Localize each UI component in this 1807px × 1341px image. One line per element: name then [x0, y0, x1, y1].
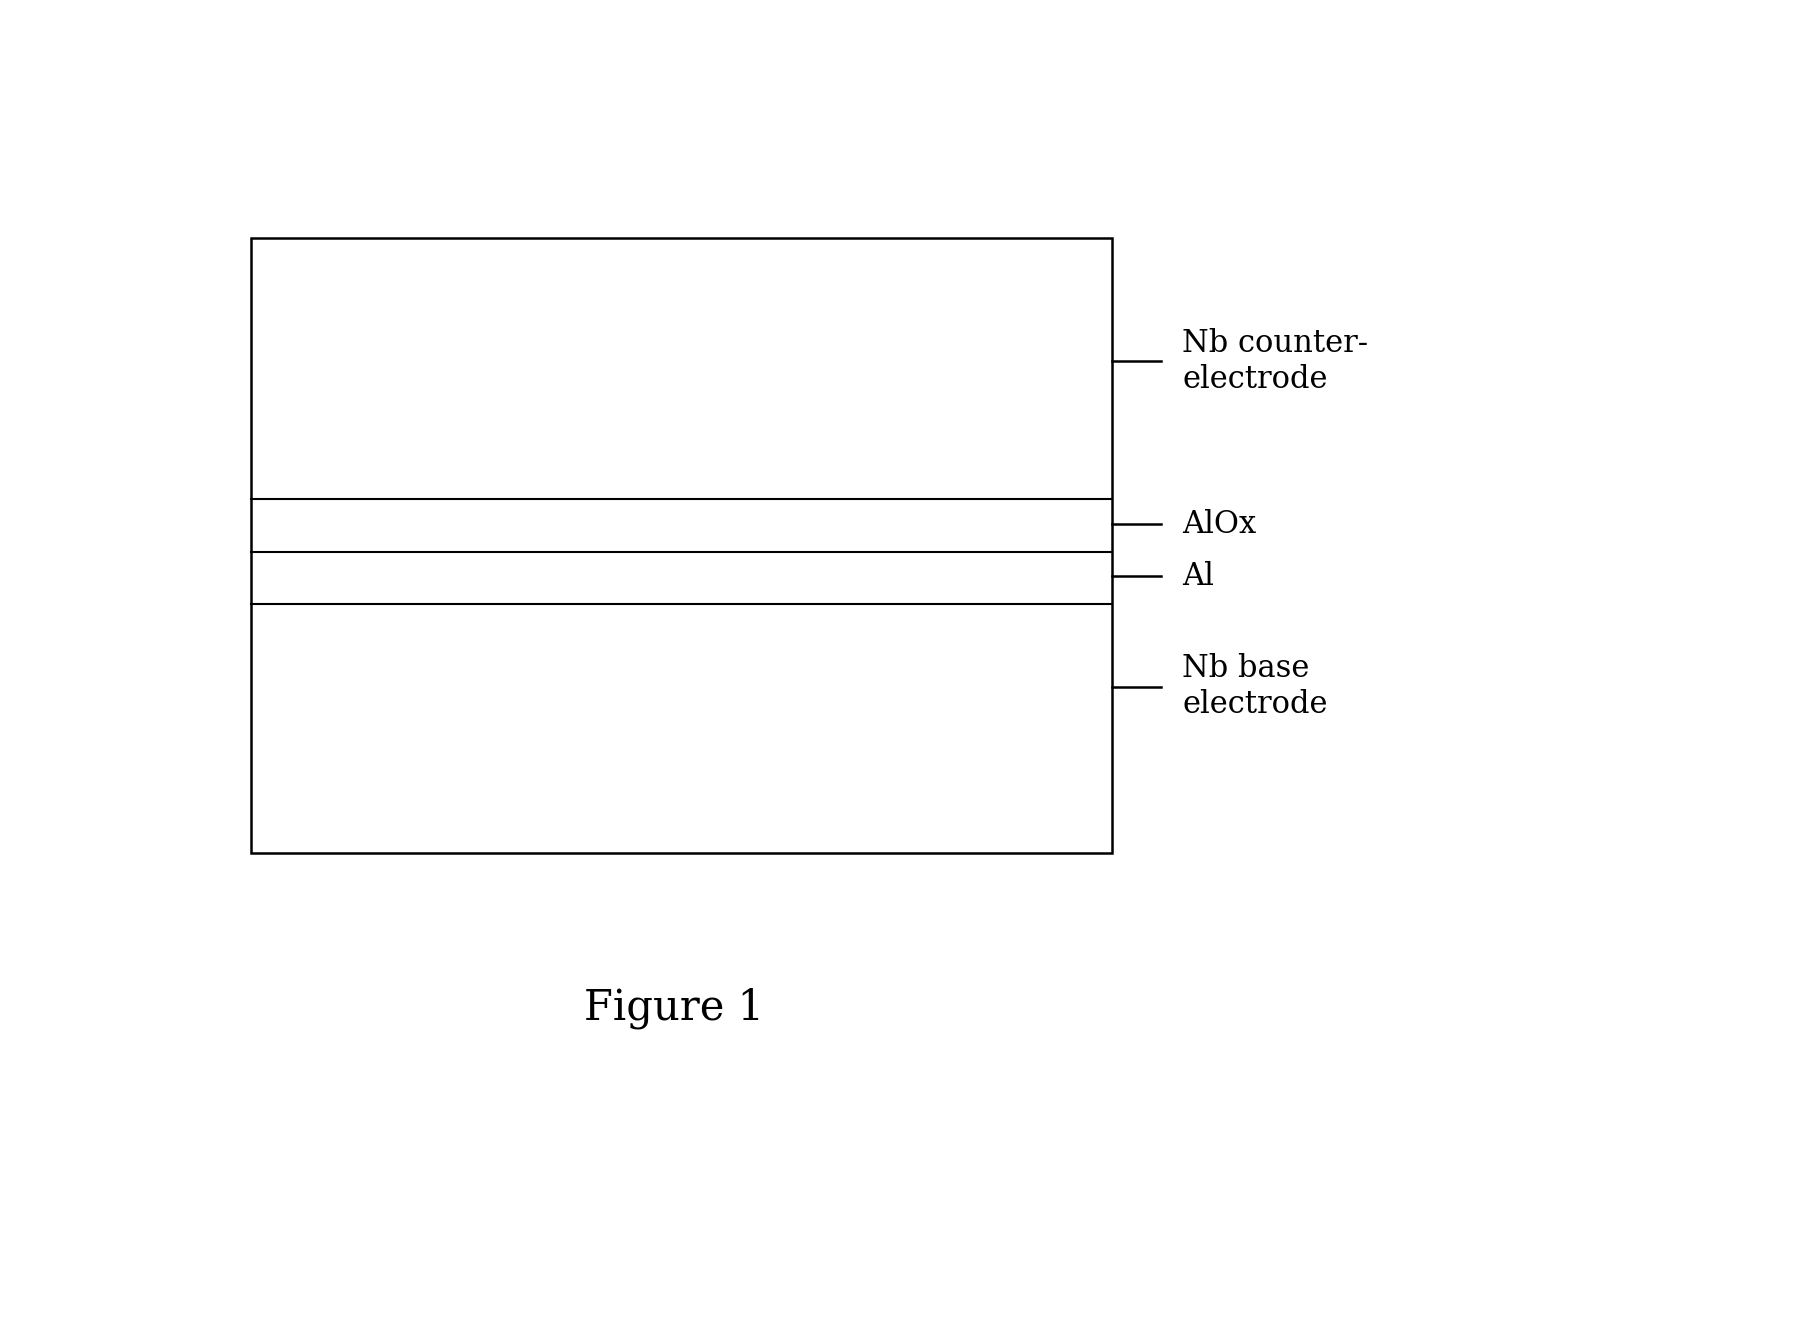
Bar	[251, 239, 1113, 853]
Text: Nb base
electrode: Nb base electrode	[1182, 653, 1328, 720]
Text: Al: Al	[1182, 561, 1214, 591]
Text: Figure 1: Figure 1	[584, 987, 764, 1029]
Text: Nb counter-
electrode: Nb counter- electrode	[1182, 327, 1368, 394]
Text: AlOx: AlOx	[1182, 508, 1256, 539]
